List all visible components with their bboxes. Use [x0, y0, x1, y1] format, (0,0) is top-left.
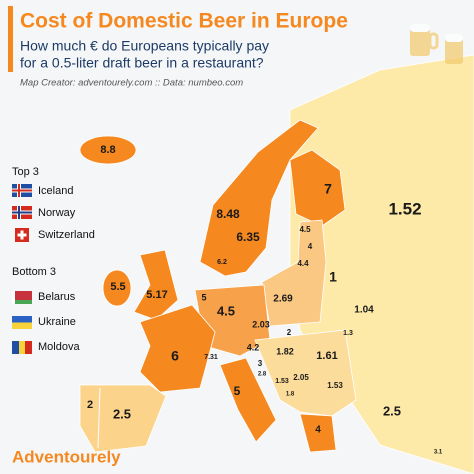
accent-bar — [8, 6, 13, 72]
price-label: 2.69 — [273, 294, 293, 305]
price-label: 7.31 — [204, 354, 218, 361]
price-label: 3 — [258, 359, 263, 368]
france — [139, 304, 216, 393]
price-label: 5.17 — [146, 289, 167, 301]
cyprus — [430, 448, 448, 455]
price-label: 4.2 — [247, 342, 260, 352]
flag-belarus — [12, 291, 32, 304]
price-label: 2.03 — [252, 319, 270, 329]
price-label: 8.8 — [100, 144, 115, 156]
price-label: 2.8 — [258, 372, 267, 378]
legend-heading: Bottom 3 — [12, 266, 56, 278]
credit: Map Creator: adventourely.com :: Data: n… — [20, 78, 243, 89]
price-label: 6.2 — [217, 259, 227, 266]
price-label: 2 — [87, 399, 93, 411]
price-labels: 8.8 7 8.48 6.35 1.52 4.5 4 4.4 6.2 1 5.5 5.17 5 4.5 2.… — [87, 144, 443, 456]
price-label: 1.53 — [275, 378, 289, 385]
price-label: 4.5 — [299, 225, 311, 234]
price-label: 4 — [308, 242, 313, 251]
beer-icons — [410, 24, 463, 64]
price-label: 7 — [324, 181, 332, 197]
title: Cost of Domestic Beer in Europe — [20, 10, 348, 33]
price-label: 6 — [171, 348, 179, 364]
price-label: 1.52 — [388, 199, 421, 218]
price-label: 2.05 — [293, 373, 309, 382]
finland — [289, 149, 346, 227]
subtitle: for a 0.5-liter draft beer in a restaura… — [20, 55, 264, 71]
italy — [219, 357, 277, 443]
price-label: 2.5 — [383, 403, 401, 418]
legend-item: Iceland — [38, 185, 73, 197]
price-label: 5.5 — [110, 281, 125, 293]
price-label: 4.5 — [217, 303, 235, 318]
flag-iceland — [12, 184, 32, 197]
legend-item: Belarus — [38, 291, 76, 303]
price-label: 1.3 — [343, 330, 353, 337]
flag-switzerland — [15, 228, 29, 242]
logo: Adventourely — [12, 447, 121, 466]
price-label: 1 — [329, 269, 337, 285]
ireland — [102, 269, 132, 307]
greece — [299, 413, 337, 453]
iberia — [79, 384, 167, 453]
price-label: 1.8 — [286, 392, 295, 398]
legend-item: Norway — [38, 207, 76, 219]
price-label: 1.61 — [316, 350, 337, 362]
iceland — [79, 135, 137, 165]
legend-item: Moldova — [38, 341, 80, 353]
price-label: 5 — [234, 384, 241, 398]
price-label: 3.1 — [434, 450, 443, 456]
border — [97, 387, 101, 449]
price-label: 1.82 — [276, 346, 294, 356]
price-label: 1.04 — [354, 305, 374, 316]
price-label: 4.4 — [297, 259, 309, 268]
legend-heading: Top 3 — [12, 166, 39, 178]
subtitle: How much € do Europeans typically pay — [20, 38, 269, 54]
price-label: 6.35 — [236, 230, 260, 244]
legend-item: Ukraine — [38, 316, 76, 328]
price-label: 2.5 — [113, 406, 131, 421]
legend-item: Switzerland — [38, 229, 95, 241]
price-label: 8.48 — [216, 207, 240, 221]
flag-moldova — [12, 341, 32, 354]
price-label: 5 — [201, 292, 206, 302]
flag-norway — [12, 206, 32, 219]
price-label: 1.53 — [327, 381, 343, 390]
price-label: 2 — [287, 328, 292, 337]
price-label: 4 — [315, 425, 321, 436]
baltics-poland — [261, 219, 327, 327]
flag-ukraine — [12, 316, 32, 329]
